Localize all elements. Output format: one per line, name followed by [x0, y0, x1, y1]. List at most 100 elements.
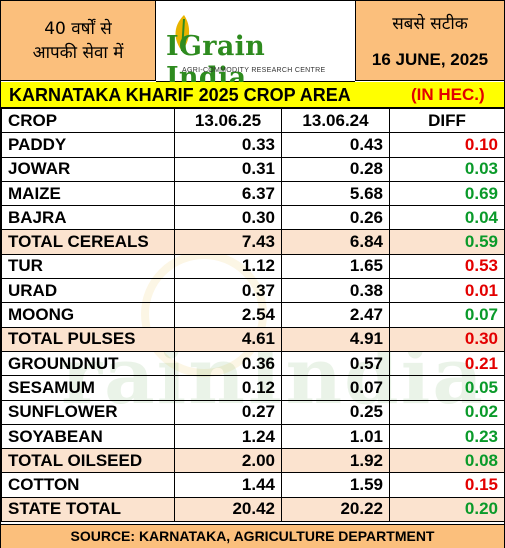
tagline-box: 40 वर्षों से आपकी सेवा में: [1, 1, 156, 81]
crop-area-table: CROP 13.06.25 13.06.24 DIFF PADDY 0.33 0.4…: [1, 107, 505, 523]
area-2024: 0.07: [281, 375, 390, 401]
area-2025: 20.42: [174, 496, 282, 523]
crop-name: TOTAL CEREALS: [1, 229, 175, 255]
area-2024: 0.25: [281, 399, 390, 425]
crop-name: SUNFLOWER: [1, 399, 175, 425]
crop-name: GROUNDNUT: [1, 350, 175, 377]
area-2024: 1.59: [281, 472, 390, 498]
crop-name: STATE TOTAL: [1, 496, 175, 523]
crop-name: URAD: [1, 278, 175, 304]
table-row: BAJRA 0.30 0.26 0.04: [1, 205, 505, 231]
area-2024: 6.84: [281, 229, 390, 255]
area-diff: 0.02: [389, 399, 505, 425]
logo-tagline: AGRI-COMMODITY RESEARCH CENTRE: [182, 67, 326, 74]
table-row: TUR 1.12 1.65 0.53: [1, 253, 505, 280]
crop-name: MOONG: [1, 302, 175, 328]
table-row: SOYABEAN 1.24 1.01 0.23: [1, 423, 505, 450]
crop-name: COTTON: [1, 472, 175, 498]
area-2025: 1.44: [174, 472, 282, 498]
area-2024: 0.26: [281, 205, 390, 231]
area-diff: 0.05: [389, 375, 505, 401]
area-2024: 1.01: [281, 423, 390, 450]
area-2025: 0.33: [174, 132, 282, 158]
area-diff: 0.69: [389, 180, 505, 207]
crop-name: PADDY: [1, 132, 175, 158]
crop-name: JOWAR: [1, 156, 175, 182]
table-row: JOWAR 0.31 0.28 0.03: [1, 156, 505, 182]
crop-name: TUR: [1, 253, 175, 280]
area-2024: 0.28: [281, 156, 390, 182]
table-row: SUNFLOWER 0.27 0.25 0.02: [1, 399, 505, 425]
area-2025: 6.37: [174, 180, 282, 207]
area-diff: 0.15: [389, 472, 505, 498]
area-2025: 0.36: [174, 350, 282, 377]
area-2025: 0.30: [174, 205, 282, 231]
title-bar: KARNATAKA KHARIF 2025 CROP AREA (IN HEC.…: [1, 82, 504, 108]
area-2025: 0.27: [174, 399, 282, 425]
area-diff: 0.03: [389, 156, 505, 182]
crop-name: SOYABEAN: [1, 423, 175, 450]
col-header-2024: 13.06.24: [281, 107, 390, 134]
col-header-2025: 13.06.25: [174, 107, 282, 134]
unit-label: (IN HEC.): [411, 85, 485, 104]
area-diff: 0.21: [389, 350, 505, 377]
table-row: MOONG 2.54 2.47 0.07: [1, 302, 505, 328]
area-2024: 0.43: [281, 132, 390, 158]
area-2025: 2.00: [174, 448, 282, 474]
area-2025: 1.24: [174, 423, 282, 450]
area-diff: 0.20: [389, 496, 505, 523]
area-2024: 5.68: [281, 180, 390, 207]
area-2024: 4.91: [281, 326, 390, 352]
table-row: URAD 0.37 0.38 0.01: [1, 278, 505, 304]
accuracy-label: सबसे सटीक: [392, 14, 468, 34]
area-2025: 4.61: [174, 326, 282, 352]
table-total-row: TOTAL OILSEED 2.00 1.92 0.08: [1, 448, 505, 474]
tagline-line1: 40 वर्षों से: [44, 18, 112, 39]
area-diff: 0.30: [389, 326, 505, 352]
area-2025: 2.54: [174, 302, 282, 328]
header: 40 वर्षों से आपकी सेवा में IGrain India …: [1, 1, 504, 93]
report-date: 16 JUNE, 2025: [371, 50, 489, 69]
table-header-row: CROP 13.06.25 13.06.24 DIFF: [1, 107, 505, 134]
area-2024: 1.92: [281, 448, 390, 474]
table-row: GROUNDNUT 0.36 0.57 0.21: [1, 350, 505, 377]
area-2024: 0.38: [281, 278, 390, 304]
area-2025: 0.31: [174, 156, 282, 182]
area-2024: 1.65: [281, 253, 390, 280]
area-2025: 0.37: [174, 278, 282, 304]
area-2024: 2.47: [281, 302, 390, 328]
area-2025: 1.12: [174, 253, 282, 280]
area-diff: 0.23: [389, 423, 505, 450]
crop-name: TOTAL PULSES: [1, 326, 175, 352]
table-total-row: STATE TOTAL 20.42 20.22 0.20: [1, 496, 505, 523]
table-row: SESAMUM 0.12 0.07 0.05: [1, 375, 505, 401]
area-diff: 0.07: [389, 302, 505, 328]
area-diff: 0.04: [389, 205, 505, 231]
crop-name: MAIZE: [1, 180, 175, 207]
area-diff: 0.59: [389, 229, 505, 255]
area-diff: 0.10: [389, 132, 505, 158]
table-row: COTTON 1.44 1.59 0.15: [1, 472, 505, 498]
area-2025: 0.12: [174, 375, 282, 401]
crop-name: BAJRA: [1, 205, 175, 231]
col-header-crop: CROP: [1, 107, 175, 134]
area-diff: 0.53: [389, 253, 505, 280]
table-total-row: TOTAL PULSES 4.61 4.91 0.30: [1, 326, 505, 352]
source-footer: SOURCE: KARNATAKA, AGRICULTURE DEPARTMEN…: [1, 524, 504, 548]
table-row: MAIZE 6.37 5.68 0.69: [1, 180, 505, 207]
col-header-diff: DIFF: [389, 107, 505, 134]
date-box: सबसे सटीक 16 JUNE, 2025: [355, 1, 504, 81]
area-2024: 20.22: [281, 496, 390, 523]
report-title: KARNATAKA KHARIF 2025 CROP AREA: [9, 85, 351, 105]
crop-name: SESAMUM: [1, 375, 175, 401]
table-total-row: TOTAL CEREALS 7.43 6.84 0.59: [1, 229, 505, 255]
logo: IGrain India AGRI-COMMODITY RESEARCH CEN…: [156, 1, 355, 93]
tagline-line2: आपकी सेवा में: [32, 42, 124, 63]
area-2024: 0.57: [281, 350, 390, 377]
area-diff: 0.08: [389, 448, 505, 474]
area-2025: 7.43: [174, 229, 282, 255]
table-row: PADDY 0.33 0.43 0.10: [1, 132, 505, 158]
crop-name: TOTAL OILSEED: [1, 448, 175, 474]
grain-leaf-icon: [175, 15, 190, 52]
